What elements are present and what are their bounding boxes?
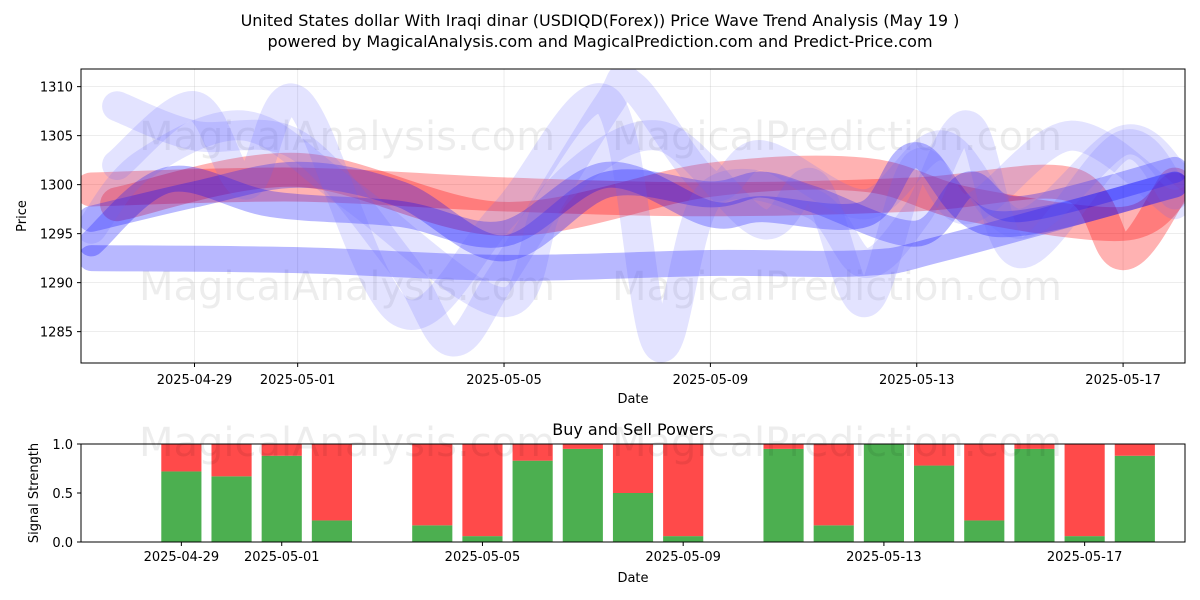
y-tick-label: 1295 (40, 228, 73, 243)
series-line-red-wave-1 (81, 164, 1185, 271)
sell-bar (1114, 444, 1155, 456)
buy-bar (1064, 536, 1105, 542)
plot-frame (80, 68, 1186, 364)
buy-bar (1114, 455, 1155, 542)
watermark: MagicalPrediction.com (612, 114, 1062, 160)
y-tick-label: 1285 (40, 326, 73, 341)
x-tick-label: 2025-05-13 (846, 550, 922, 565)
x-tick-label: 2025-05-05 (445, 550, 521, 565)
sell-bar (161, 444, 202, 472)
buy-bar (562, 448, 603, 542)
watermark: MagicalPrediction.com (612, 420, 1062, 466)
buy-bar (161, 471, 202, 542)
buy-bar (612, 493, 654, 542)
series-line-blue-lower-band (81, 171, 1185, 281)
sell-bar (612, 444, 654, 493)
buy-bar (964, 520, 1005, 542)
chart-title: United States dollar With Iraqi dinar (U… (241, 11, 960, 30)
x-tick-label: 2025-05-09 (673, 373, 749, 388)
y-tick-label: 1305 (40, 130, 73, 145)
sell-bar (512, 444, 553, 461)
x-tick-label: 2025-05-13 (879, 373, 955, 388)
series-line-blue-wave-4 (102, 69, 1185, 357)
y-tick-label: 1.0 (52, 438, 73, 453)
sell-bar (813, 444, 854, 526)
sell-bar (311, 444, 352, 521)
buy-bar (863, 444, 904, 542)
y-axis-label: Signal Strength (27, 443, 42, 543)
watermark: MagicalPrediction.com (612, 264, 1062, 310)
series-line-blue-wave-5 (81, 110, 1185, 318)
buy-bar (763, 448, 804, 542)
x-tick-label: 2025-05-05 (466, 373, 542, 388)
y-axis-label: Price (15, 200, 30, 232)
bottom-chart-title: Buy and Sell Powers (552, 420, 714, 439)
series-line-blue-wave-2 (81, 142, 1185, 257)
buy-bar (261, 455, 302, 542)
sell-bar (562, 444, 603, 449)
buy-bar (412, 525, 453, 542)
x-tick-label: 2025-05-01 (260, 373, 336, 388)
buy-bar (512, 460, 553, 542)
buy-bar (211, 476, 252, 542)
y-tick-label: 0.5 (52, 487, 73, 502)
x-axis-label: Date (617, 392, 648, 407)
series-line-blue-wave-3 (102, 83, 1185, 363)
watermark: MagicalAnalysis.com (139, 114, 555, 160)
sell-bar (914, 444, 955, 466)
sell-bar (1064, 444, 1105, 537)
sell-bar (763, 444, 804, 449)
x-tick-label: 2025-04-29 (157, 373, 233, 388)
buy-bar (663, 536, 704, 542)
y-tick-label: 0.0 (52, 536, 73, 551)
series-line-red-wave-2 (100, 152, 1185, 242)
watermark: MagicalAnalysis.com (139, 420, 555, 466)
sell-bar (663, 444, 704, 537)
price-wave-chart: MagicalAnalysis.com MagicalPrediction.com… (15, 68, 1186, 407)
buy-bar (462, 536, 503, 542)
sell-bar (462, 444, 503, 537)
y-tick-label: 1300 (40, 179, 73, 194)
x-tick-label: 2025-05-09 (645, 550, 721, 565)
sell-bar (1014, 444, 1055, 449)
sell-bar (211, 444, 252, 477)
buy-bar (1014, 448, 1055, 542)
x-tick-label: 2025-05-17 (1085, 373, 1161, 388)
x-tick-label: 2025-04-29 (144, 550, 220, 565)
x-tick-label: 2025-05-01 (244, 550, 320, 565)
sell-bar (412, 444, 453, 526)
sell-bar (261, 444, 302, 456)
x-tick-label: 2025-05-17 (1047, 550, 1123, 565)
y-tick-label: 1290 (40, 277, 73, 292)
series-line-blue-main-wave (81, 156, 1185, 262)
buy-bar (311, 520, 352, 542)
watermark: MagicalAnalysis.com (139, 264, 555, 310)
sell-bar (964, 444, 1005, 521)
x-axis-label: Date (617, 571, 648, 586)
y-tick-label: 1310 (40, 81, 73, 96)
buy-bar (914, 465, 955, 542)
chart-subtitle: powered by MagicalAnalysis.com and Magic… (267, 32, 932, 51)
buy-bar (813, 525, 854, 542)
series-group (81, 69, 1185, 363)
